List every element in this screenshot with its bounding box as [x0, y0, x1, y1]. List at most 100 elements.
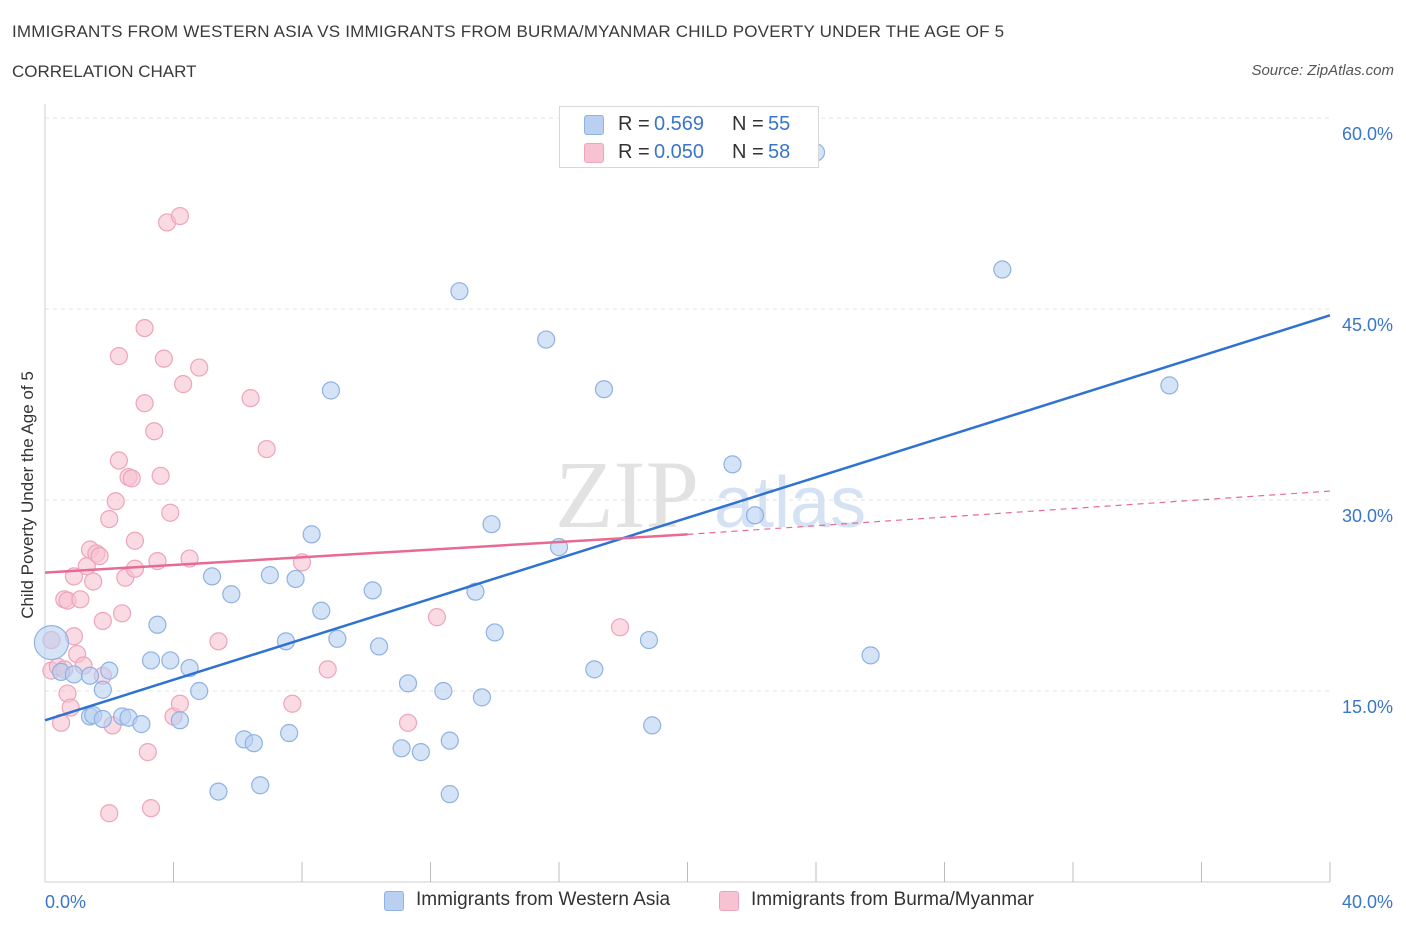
- y-tick-label: 60.0%: [1342, 124, 1393, 144]
- point-western-asia: [466, 582, 485, 601]
- trend-line-western-asia: [44, 314, 1331, 722]
- point-western-asia: [723, 455, 742, 474]
- trend-line-burma: [44, 533, 688, 574]
- tick-labels: 15.0% 30.0% 45.0% 60.0% 0.0% 40.0%: [45, 124, 1393, 912]
- point-western-asia: [472, 688, 491, 707]
- point-western-asia: [485, 623, 504, 642]
- point-burma: [100, 804, 119, 823]
- point-burma: [257, 439, 276, 459]
- point-western-asia: [312, 601, 331, 620]
- legend-n-value: 58: [768, 141, 791, 163]
- point-western-asia: [286, 569, 305, 589]
- legend-n-value: 55: [768, 113, 791, 135]
- y-tick-label: 30.0%: [1342, 506, 1393, 526]
- point-western-asia: [280, 723, 299, 743]
- point-western-asia: [33, 625, 70, 661]
- bottom-legend-label: Immigrants from Burma/Myanmar: [751, 889, 1034, 910]
- point-western-asia: [93, 709, 112, 729]
- point-burma: [209, 632, 228, 651]
- point-western-asia: [141, 651, 161, 670]
- point-burma: [122, 469, 141, 488]
- chart-subtitle: CORRELATION CHART: [12, 62, 197, 81]
- point-burma: [170, 206, 190, 226]
- point-western-asia: [745, 506, 765, 525]
- point-western-asia: [450, 282, 469, 301]
- watermark: ZIP atlas: [555, 441, 866, 548]
- point-burma: [112, 604, 132, 623]
- point-burma: [106, 492, 125, 511]
- bottom-legend-swatch-pink: [719, 891, 739, 911]
- point-western-asia: [93, 680, 112, 699]
- point-burma: [318, 660, 337, 679]
- point-burma: [100, 509, 119, 529]
- point-burma: [71, 590, 90, 609]
- point-burma: [109, 451, 128, 470]
- legend-r-label: R =: [618, 141, 650, 163]
- legend-swatch-pink: [584, 143, 604, 163]
- point-burma: [161, 503, 180, 522]
- legend-r-value: 0.569: [654, 113, 705, 135]
- point-western-asia: [222, 585, 241, 604]
- point-burma: [151, 466, 170, 485]
- point-western-asia: [190, 681, 209, 701]
- point-burma: [154, 349, 173, 368]
- point-western-asia: [161, 651, 180, 670]
- axis-layer: [44, 104, 1331, 883]
- point-western-asia: [434, 681, 453, 701]
- point-western-asia: [64, 665, 84, 684]
- point-western-asia: [132, 715, 151, 734]
- y-axis-label: Child Poverty Under the Age of 5: [18, 371, 37, 619]
- trend-line-burma-extension: [687, 490, 1331, 535]
- point-western-asia: [1160, 376, 1179, 395]
- legend-n-label: N =: [732, 113, 764, 135]
- point-western-asia: [302, 525, 321, 544]
- point-burma: [84, 572, 103, 591]
- point-western-asia: [260, 566, 279, 585]
- point-western-asia: [440, 785, 459, 804]
- point-western-asia: [392, 739, 411, 758]
- point-burma: [138, 743, 157, 762]
- watermark-atlas: atlas: [714, 463, 866, 543]
- x-tick-label: 40.0%: [1342, 892, 1393, 912]
- legend-r-value: 0.050: [654, 141, 705, 163]
- legend-r-label: R =: [618, 113, 650, 135]
- chart-title: IMMIGRANTS FROM WESTERN ASIA VS IMMIGRAN…: [12, 22, 1005, 41]
- point-western-asia: [80, 666, 100, 685]
- bottom-legend-label: Immigrants from Western Asia: [416, 889, 671, 910]
- point-burma: [427, 608, 447, 627]
- point-burma: [125, 531, 145, 550]
- legend-n-label: N =: [732, 141, 764, 163]
- stats-legend: R = 0.569 N = 55 R = 0.050 N = 58: [559, 106, 819, 168]
- point-burma: [170, 694, 190, 713]
- point-burma: [109, 347, 128, 366]
- point-burma: [398, 713, 418, 732]
- point-western-asia: [202, 567, 222, 586]
- point-burma: [610, 618, 630, 637]
- point-burma: [141, 799, 161, 818]
- point-western-asia: [440, 731, 459, 750]
- point-western-asia: [170, 711, 190, 730]
- point-burma: [145, 422, 164, 441]
- point-burma: [135, 394, 154, 413]
- point-western-asia: [328, 629, 347, 648]
- point-western-asia: [861, 646, 880, 665]
- point-burma: [90, 546, 109, 566]
- point-burma: [135, 319, 154, 338]
- point-western-asia: [411, 743, 430, 762]
- y-tick-label: 45.0%: [1342, 315, 1393, 335]
- point-western-asia: [100, 661, 119, 680]
- legend-swatch-blue: [584, 115, 604, 135]
- point-western-asia: [993, 260, 1012, 279]
- point-burma: [241, 389, 260, 408]
- point-western-asia: [639, 630, 659, 650]
- bottom-legend-swatch-blue: [384, 891, 404, 911]
- point-western-asia: [209, 782, 228, 801]
- point-western-asia: [398, 674, 418, 693]
- point-western-asia: [363, 581, 382, 600]
- source-credit: Source: ZipAtlas.com: [1251, 62, 1394, 79]
- point-western-asia: [148, 615, 167, 634]
- point-western-asia: [321, 381, 341, 400]
- point-western-asia: [643, 716, 662, 735]
- y-tick-label: 15.0%: [1342, 697, 1393, 717]
